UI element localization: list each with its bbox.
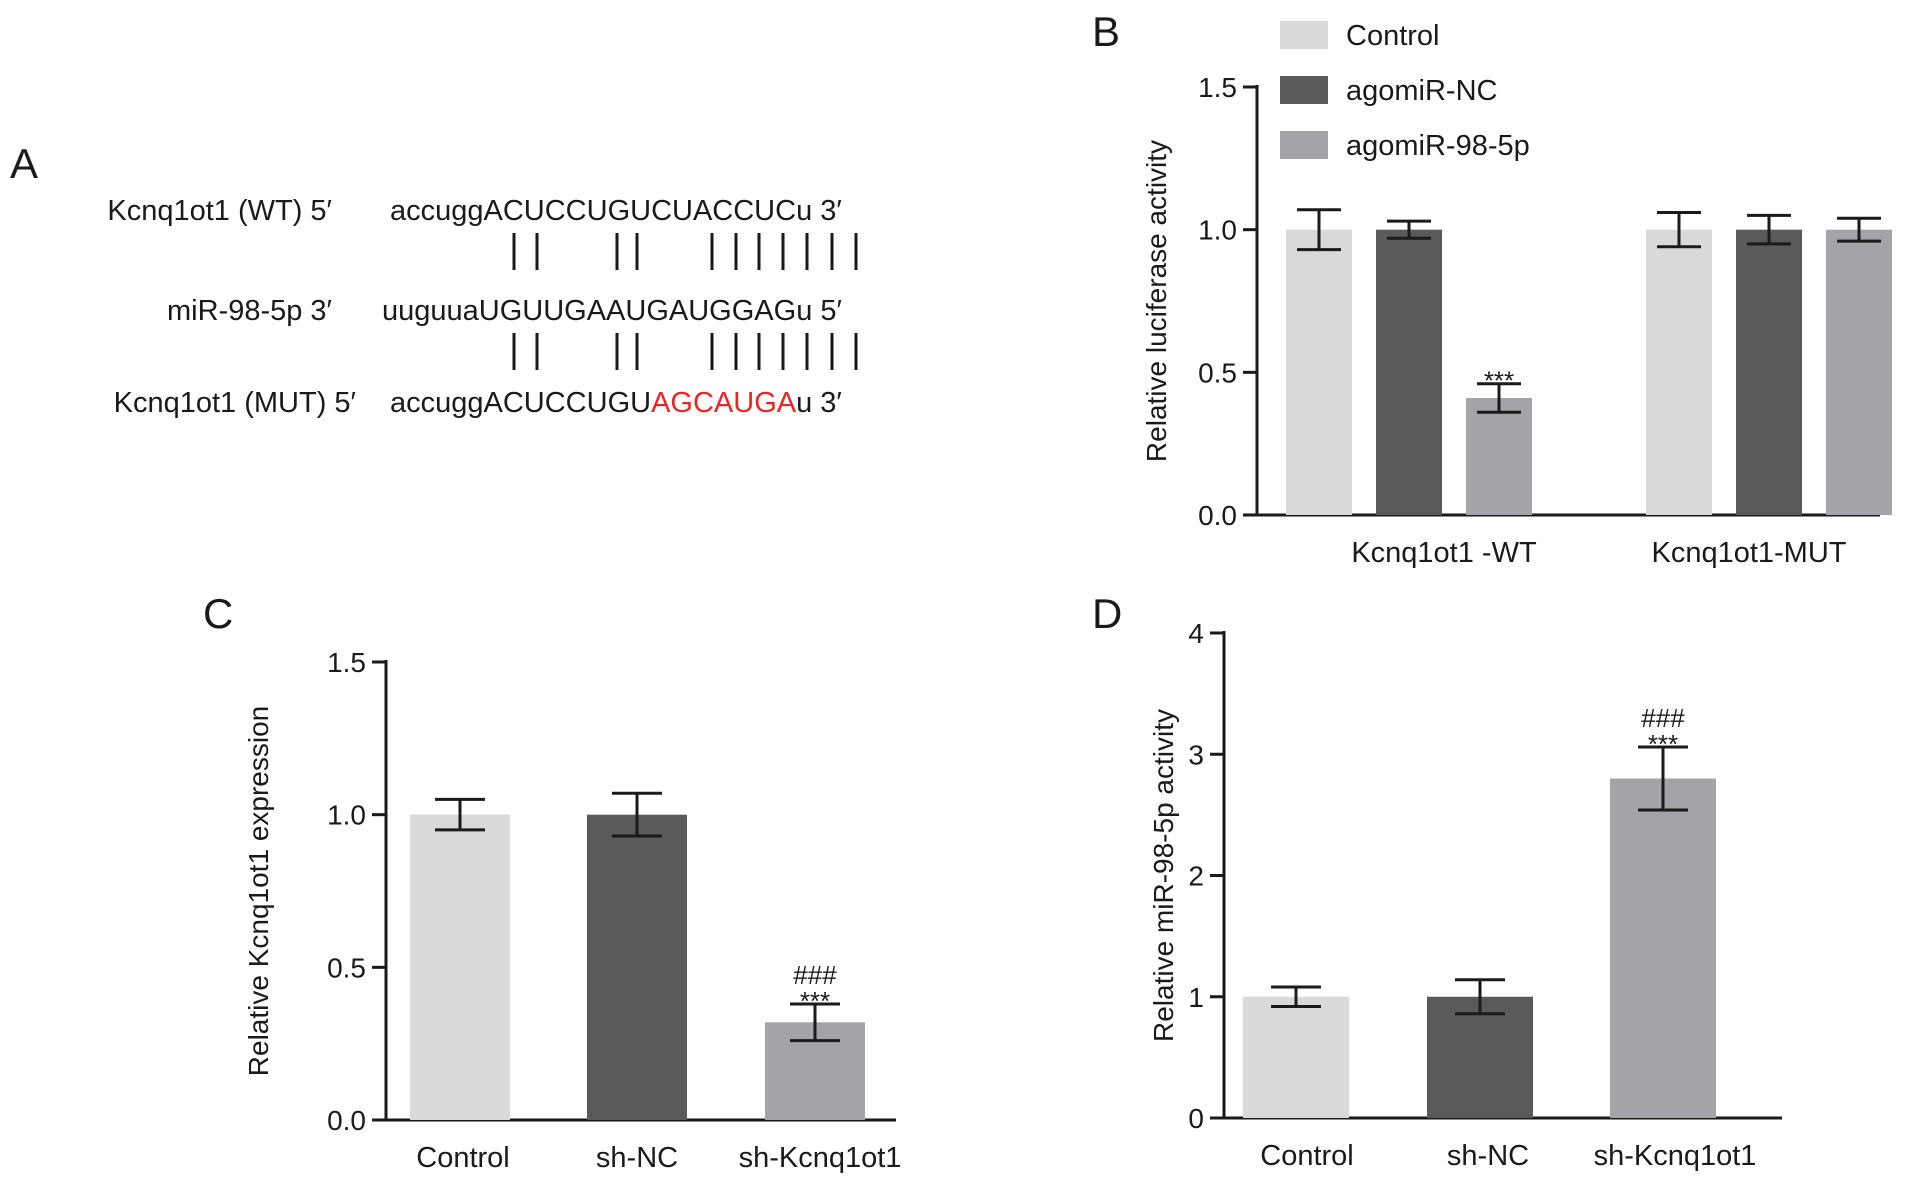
chart-c: 0.0 0.5 1.0 1.5 Relative Kcnq1ot1 expression…: [243, 647, 901, 1174]
bar-0: [1286, 229, 1352, 515]
panel-label-b: B: [1092, 8, 1120, 55]
legend-label-2: agomiR-98-5p: [1346, 130, 1530, 162]
wt-seg-0: accuggACUCCUGUCUACCUCu 3′: [390, 195, 842, 227]
significance-label-0-1: ***: [800, 986, 830, 1016]
y-tick-label: 0.5: [1198, 357, 1237, 388]
significance-label-0-0: ###: [793, 960, 837, 990]
x-tick-label: sh-Kcnq1ot1: [1594, 1140, 1757, 1172]
y-tick-label: 0: [1188, 1103, 1204, 1134]
x-tick-label: sh-NC: [596, 1142, 678, 1174]
y-tick-label: 1.0: [1198, 215, 1237, 246]
bar-2: [1466, 398, 1532, 515]
mut-sequence: accuggACUCCUGUAGCAUGAu 3′: [390, 387, 842, 419]
bar-1: [587, 814, 687, 1120]
x-tick-label: sh-Kcnq1ot1: [739, 1142, 902, 1174]
pairing-lines-top: [512, 233, 858, 270]
chart-b: 0.0 0.5 1.0 1.5 Relative luciferase activity…: [1141, 20, 1892, 569]
mut-seg-0: accuggACUCCUGU: [390, 387, 651, 419]
y-tick-label: 4: [1188, 618, 1204, 649]
bar-3: [1646, 229, 1712, 515]
mut-seg-2: u 3′: [796, 387, 842, 419]
legend-swatch-0: [1280, 21, 1328, 49]
significance-label-0-1: ***: [1648, 729, 1678, 759]
x-tick-label: Kcnq1ot1-MUT: [1651, 537, 1846, 569]
legend-swatch-2: [1280, 131, 1328, 159]
bar-1: [1376, 229, 1442, 515]
wt-label: Kcnq1ot1 (WT) 5′: [107, 195, 332, 227]
y-tick-label: 1: [1188, 982, 1204, 1013]
y-axis-title: Relative luciferase activity: [1141, 140, 1172, 462]
y-tick-label: 0.0: [1198, 500, 1237, 531]
bar-4: [1736, 229, 1802, 515]
mirna-seg-0: uuguuaUGUUGAAUGAUGGAGu 5′: [382, 295, 842, 327]
mirna-label: miR-98-5p 3′: [167, 295, 332, 327]
y-tick-label: 1.5: [1198, 72, 1237, 103]
mut-label: Kcnq1ot1 (MUT) 5′: [114, 387, 356, 419]
mirna-sequence: uuguuaUGUUGAAUGAUGGAGu 5′: [382, 295, 842, 327]
y-tick-label: 1.5: [327, 647, 366, 678]
wt-sequence: accuggACUCCUGUCUACCUCu 3′: [390, 195, 842, 227]
chart-d: 0 1 2 3 4 Relative miR-98-5p activity ###*** Co…: [1148, 618, 1782, 1172]
y-tick-label: 1.0: [327, 800, 366, 831]
y-tick-label: 0.0: [327, 1105, 366, 1136]
mut-seg-mutated: AGCAUGA: [651, 387, 797, 419]
y-axis-title: Relative miR-98-5p activity: [1148, 709, 1179, 1042]
x-tick-label: Kcnq1ot1 -WT: [1351, 537, 1537, 569]
significance-label-0-0: ###: [1641, 703, 1685, 733]
legend-swatch-1: [1280, 76, 1328, 104]
x-tick-label: Control: [416, 1142, 510, 1174]
y-tick-label: 3: [1188, 739, 1204, 770]
panel-label-c: C: [203, 590, 233, 637]
panel-label-a: A: [10, 140, 38, 187]
y-tick-label: 0.5: [327, 952, 366, 983]
legend-label-1: agomiR-NC: [1346, 75, 1497, 107]
x-tick-label: Control: [1260, 1140, 1354, 1172]
y-axis-title: Relative Kcnq1ot1 expression: [243, 706, 274, 1076]
significance-label-0-0: ***: [1484, 366, 1514, 396]
panel-label-d: D: [1092, 590, 1122, 637]
legend-label-0: Control: [1346, 20, 1440, 52]
pairing-lines-bottom: [512, 333, 858, 370]
x-tick-label: sh-NC: [1447, 1140, 1529, 1172]
bar-0: [410, 814, 510, 1120]
bar-2: [1610, 778, 1716, 1118]
bar-0: [1243, 996, 1349, 1118]
bar-5: [1826, 229, 1892, 515]
y-tick-label: 2: [1188, 861, 1204, 892]
sequence-alignment: Kcnq1ot1 (WT) 5′ accuggACUCCUGUCUACCUCu …: [0, 0, 858, 419]
bar-1: [1427, 996, 1533, 1118]
pairing-bar-top: | | | | | | | | | | | |: [0, 0, 7, 1]
